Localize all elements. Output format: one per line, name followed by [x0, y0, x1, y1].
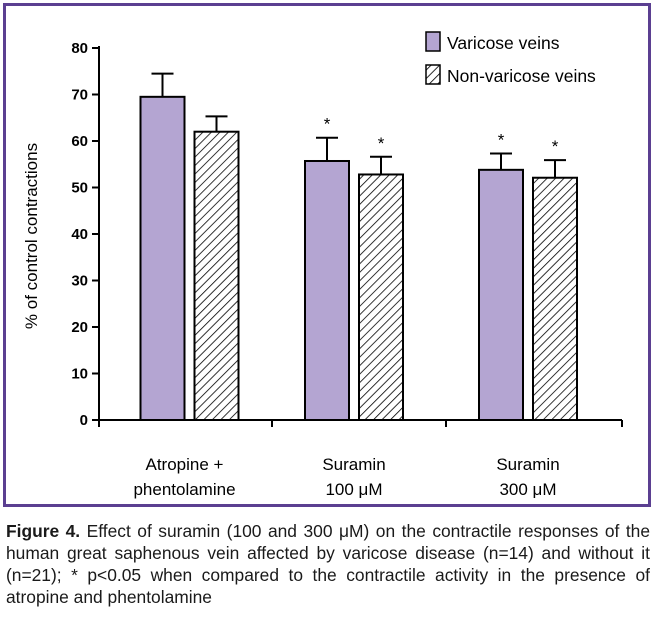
significance-s0-c1: *: [324, 115, 331, 134]
x-category-label-2-1: 300 μM: [499, 480, 556, 499]
legend-label-0: Varicose veins: [447, 33, 560, 53]
y-tick-label-70: 70: [71, 87, 88, 104]
x-category-label-2-0: Suramin: [496, 455, 559, 474]
x-category-label-0-0: Atropine +: [146, 455, 224, 474]
x-category-label-0-1: phentolamine: [133, 480, 235, 499]
bar-chart: 0 10 20 30 40 50 60 70 80 % of control contractio…: [22, 31, 623, 499]
y-tick-label-10: 10: [71, 366, 88, 383]
y-tick-label-60: 60: [71, 133, 88, 150]
y-tick-label-50: 50: [71, 180, 88, 197]
significance-s0-c2: *: [498, 131, 505, 150]
y-tick-label-20: 20: [71, 319, 88, 336]
legend: Varicose veins Non-varicose veins: [425, 31, 596, 86]
bars: [139, 72, 578, 421]
x-category-label-1-1: 100 μM: [325, 480, 382, 499]
labels: 0 10 20 30 40 50 60 70 80 % of control contractio…: [22, 40, 560, 499]
y-tick-label-30: 30: [71, 273, 88, 290]
significance-s1-c1: *: [378, 134, 385, 153]
bar-s1-c1: [358, 173, 404, 421]
x-category-label-1-0: Suramin: [322, 455, 385, 474]
bar-s1-c2: [532, 176, 578, 421]
y-tick-label-0: 0: [80, 412, 88, 429]
y-tick-label-40: 40: [71, 226, 88, 243]
caption-label: Figure 4.: [6, 521, 81, 541]
bar-s0-c0: [139, 95, 186, 421]
figure-caption: Figure 4. Effect of suramin (100 and 300…: [6, 520, 650, 608]
bar-s0-c1: [304, 159, 350, 421]
caption-text: Effect of suramin (100 and 300 μM) on th…: [6, 521, 650, 607]
legend-swatch-1: [425, 64, 441, 85]
legend-label-1: Non-varicose veins: [447, 66, 596, 86]
legend-swatch-0: [425, 31, 441, 52]
y-tick-label-80: 80: [71, 40, 88, 57]
y-axis-label: % of control contractions: [22, 143, 41, 329]
bar-s1-c0: [193, 130, 240, 421]
chart-frame: 0 10 20 30 40 50 60 70 80 % of control contractio…: [3, 3, 651, 507]
significance-s1-c2: *: [552, 137, 559, 156]
bar-s0-c2: [478, 168, 524, 421]
